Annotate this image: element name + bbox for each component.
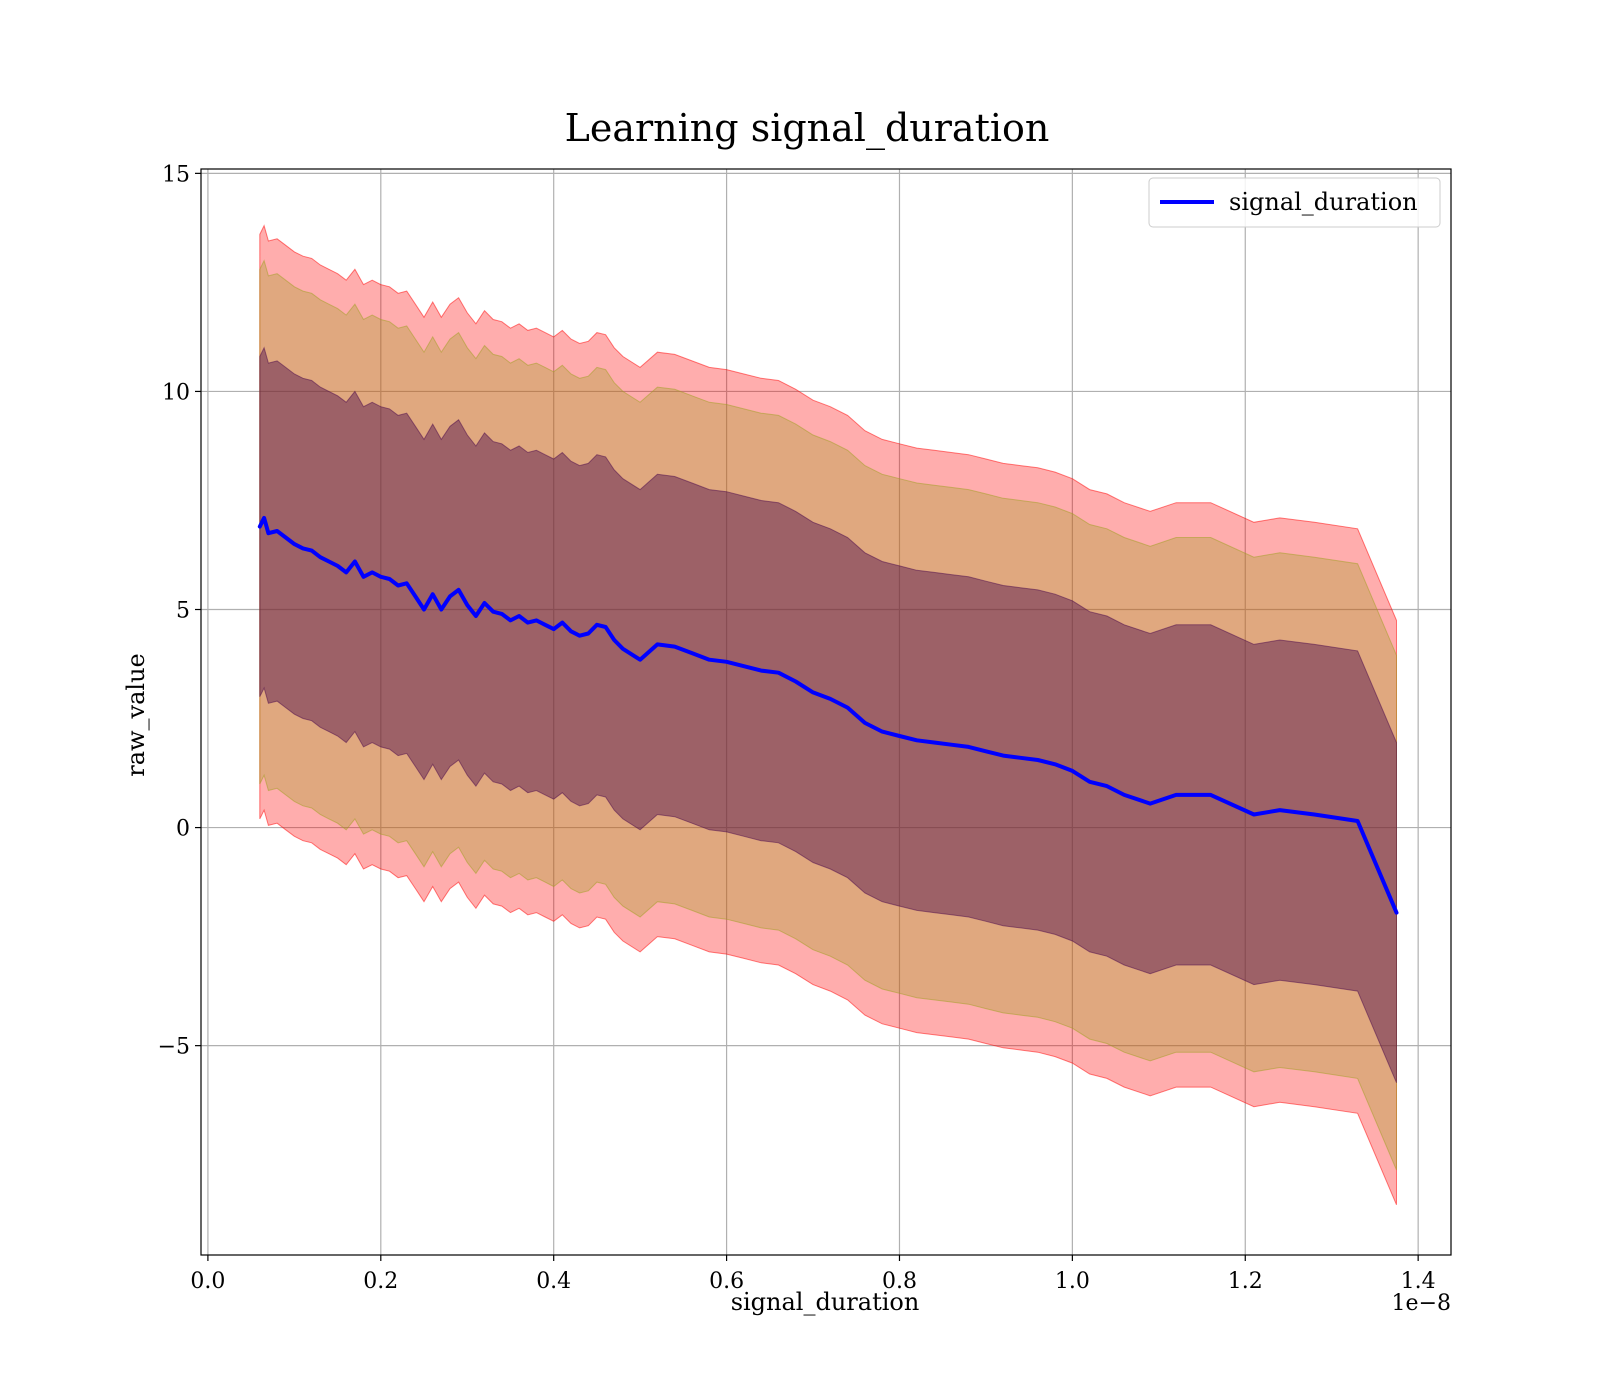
plot-frame xyxy=(200,168,1452,1256)
x-tick-label: 1.2 xyxy=(1228,1269,1263,1294)
x-tick-label: 1.4 xyxy=(1401,1269,1436,1294)
series-line-layer xyxy=(257,515,1399,915)
legend: signal_duration xyxy=(1148,177,1441,228)
x-tick-label: 0.0 xyxy=(190,1269,225,1294)
legend-label-signal-duration: signal_duration xyxy=(1229,188,1418,216)
legend-box xyxy=(1148,177,1441,228)
x-axis: 0.0 0.2 0.4 0.6 0.8 1.0 1.2 1.4 xyxy=(190,1255,1436,1294)
y-tick-label: 5 xyxy=(176,599,190,624)
x-tick-label: 1.0 xyxy=(1055,1269,1090,1294)
band-outer xyxy=(259,224,1397,1205)
confidence-bands xyxy=(259,224,1397,1205)
band-inner xyxy=(259,346,1397,1083)
chart-title: Learning signal_duration xyxy=(565,106,1050,151)
y-tick-label: 10 xyxy=(162,380,190,405)
x-tick-label: 0.2 xyxy=(363,1269,398,1294)
y-axis-title: raw_value xyxy=(122,653,150,777)
y-tick-label: 0 xyxy=(176,817,190,842)
x-axis-title: signal_duration xyxy=(731,1288,920,1316)
y-tick-label: 15 xyxy=(162,162,190,187)
x-offset-label: 1e−8 xyxy=(1392,1291,1451,1316)
band-middle xyxy=(259,259,1397,1171)
x-tick-label: 0.8 xyxy=(882,1269,917,1294)
series-line-signal-duration xyxy=(257,515,1399,915)
grid xyxy=(201,169,1451,1255)
x-tick-label: 0.6 xyxy=(709,1269,744,1294)
y-axis: −5 0 5 10 15 xyxy=(158,162,201,1060)
y-tick-label: −5 xyxy=(158,1035,190,1060)
x-tick-label: 0.4 xyxy=(536,1269,571,1294)
